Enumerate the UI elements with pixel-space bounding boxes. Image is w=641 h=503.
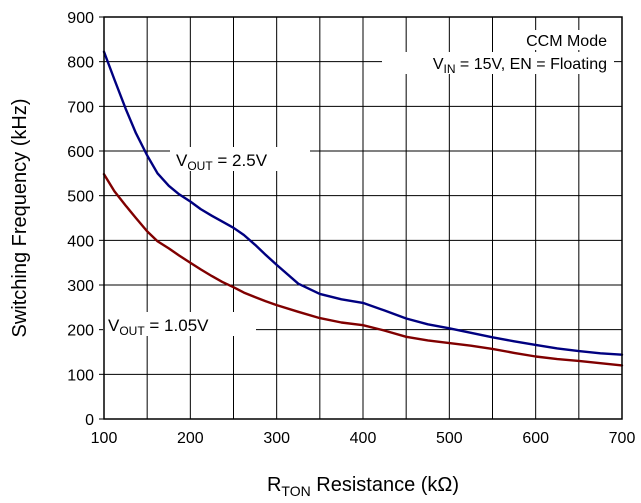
y-tick-label: 0 (85, 412, 94, 429)
x-tick-label: 200 (177, 430, 204, 447)
y-tick-label: 500 (67, 189, 94, 206)
y-tick-label: 400 (67, 233, 94, 250)
plot-frame (103, 16, 623, 420)
x-tick-label: 700 (609, 430, 636, 447)
y-tick-label: 200 (67, 323, 94, 340)
x-axis-title: RTON Resistance (kΩ) (267, 474, 459, 499)
vout-2p5-label-bg (170, 147, 310, 171)
mode-annotation: CCM Mode (526, 33, 607, 50)
x-tick-label: 500 (436, 430, 463, 447)
y-tick-label: 700 (67, 99, 94, 116)
y-tick-label: 900 (67, 10, 94, 27)
x-tick-label: 100 (91, 430, 118, 447)
series-line-1 (102, 172, 624, 367)
y-axis-title: Switching Frequency (kHz) (9, 99, 31, 338)
series-label-vout-1p05: VOUT = 1.05V (108, 316, 209, 338)
conditions-annotation: VIN = 15V, EN = Floating (433, 56, 607, 76)
series-lines (102, 50, 624, 367)
mode-annotation-bg (505, 30, 614, 50)
x-tick-label: 400 (350, 430, 377, 447)
series-line-0 (102, 50, 624, 356)
y-axis-ticks: 0 100 200 300 400 500 600 700 800 900 (67, 10, 104, 429)
x-axis-ticks: 100 200 300 400 500 600 700 (91, 430, 636, 447)
vout-1p05-label-bg (103, 312, 256, 336)
x-tick-label: 300 (263, 430, 290, 447)
x-tick-label: 600 (522, 430, 549, 447)
conditions-annotation-bg (382, 52, 614, 74)
y-tick-label: 800 (67, 55, 94, 72)
series-label-vout-2p5: VOUT = 2.5V (176, 151, 268, 173)
y-tick-label: 600 (67, 144, 94, 161)
y-tick-label: 300 (67, 278, 94, 295)
y-tick-label: 100 (67, 367, 94, 384)
